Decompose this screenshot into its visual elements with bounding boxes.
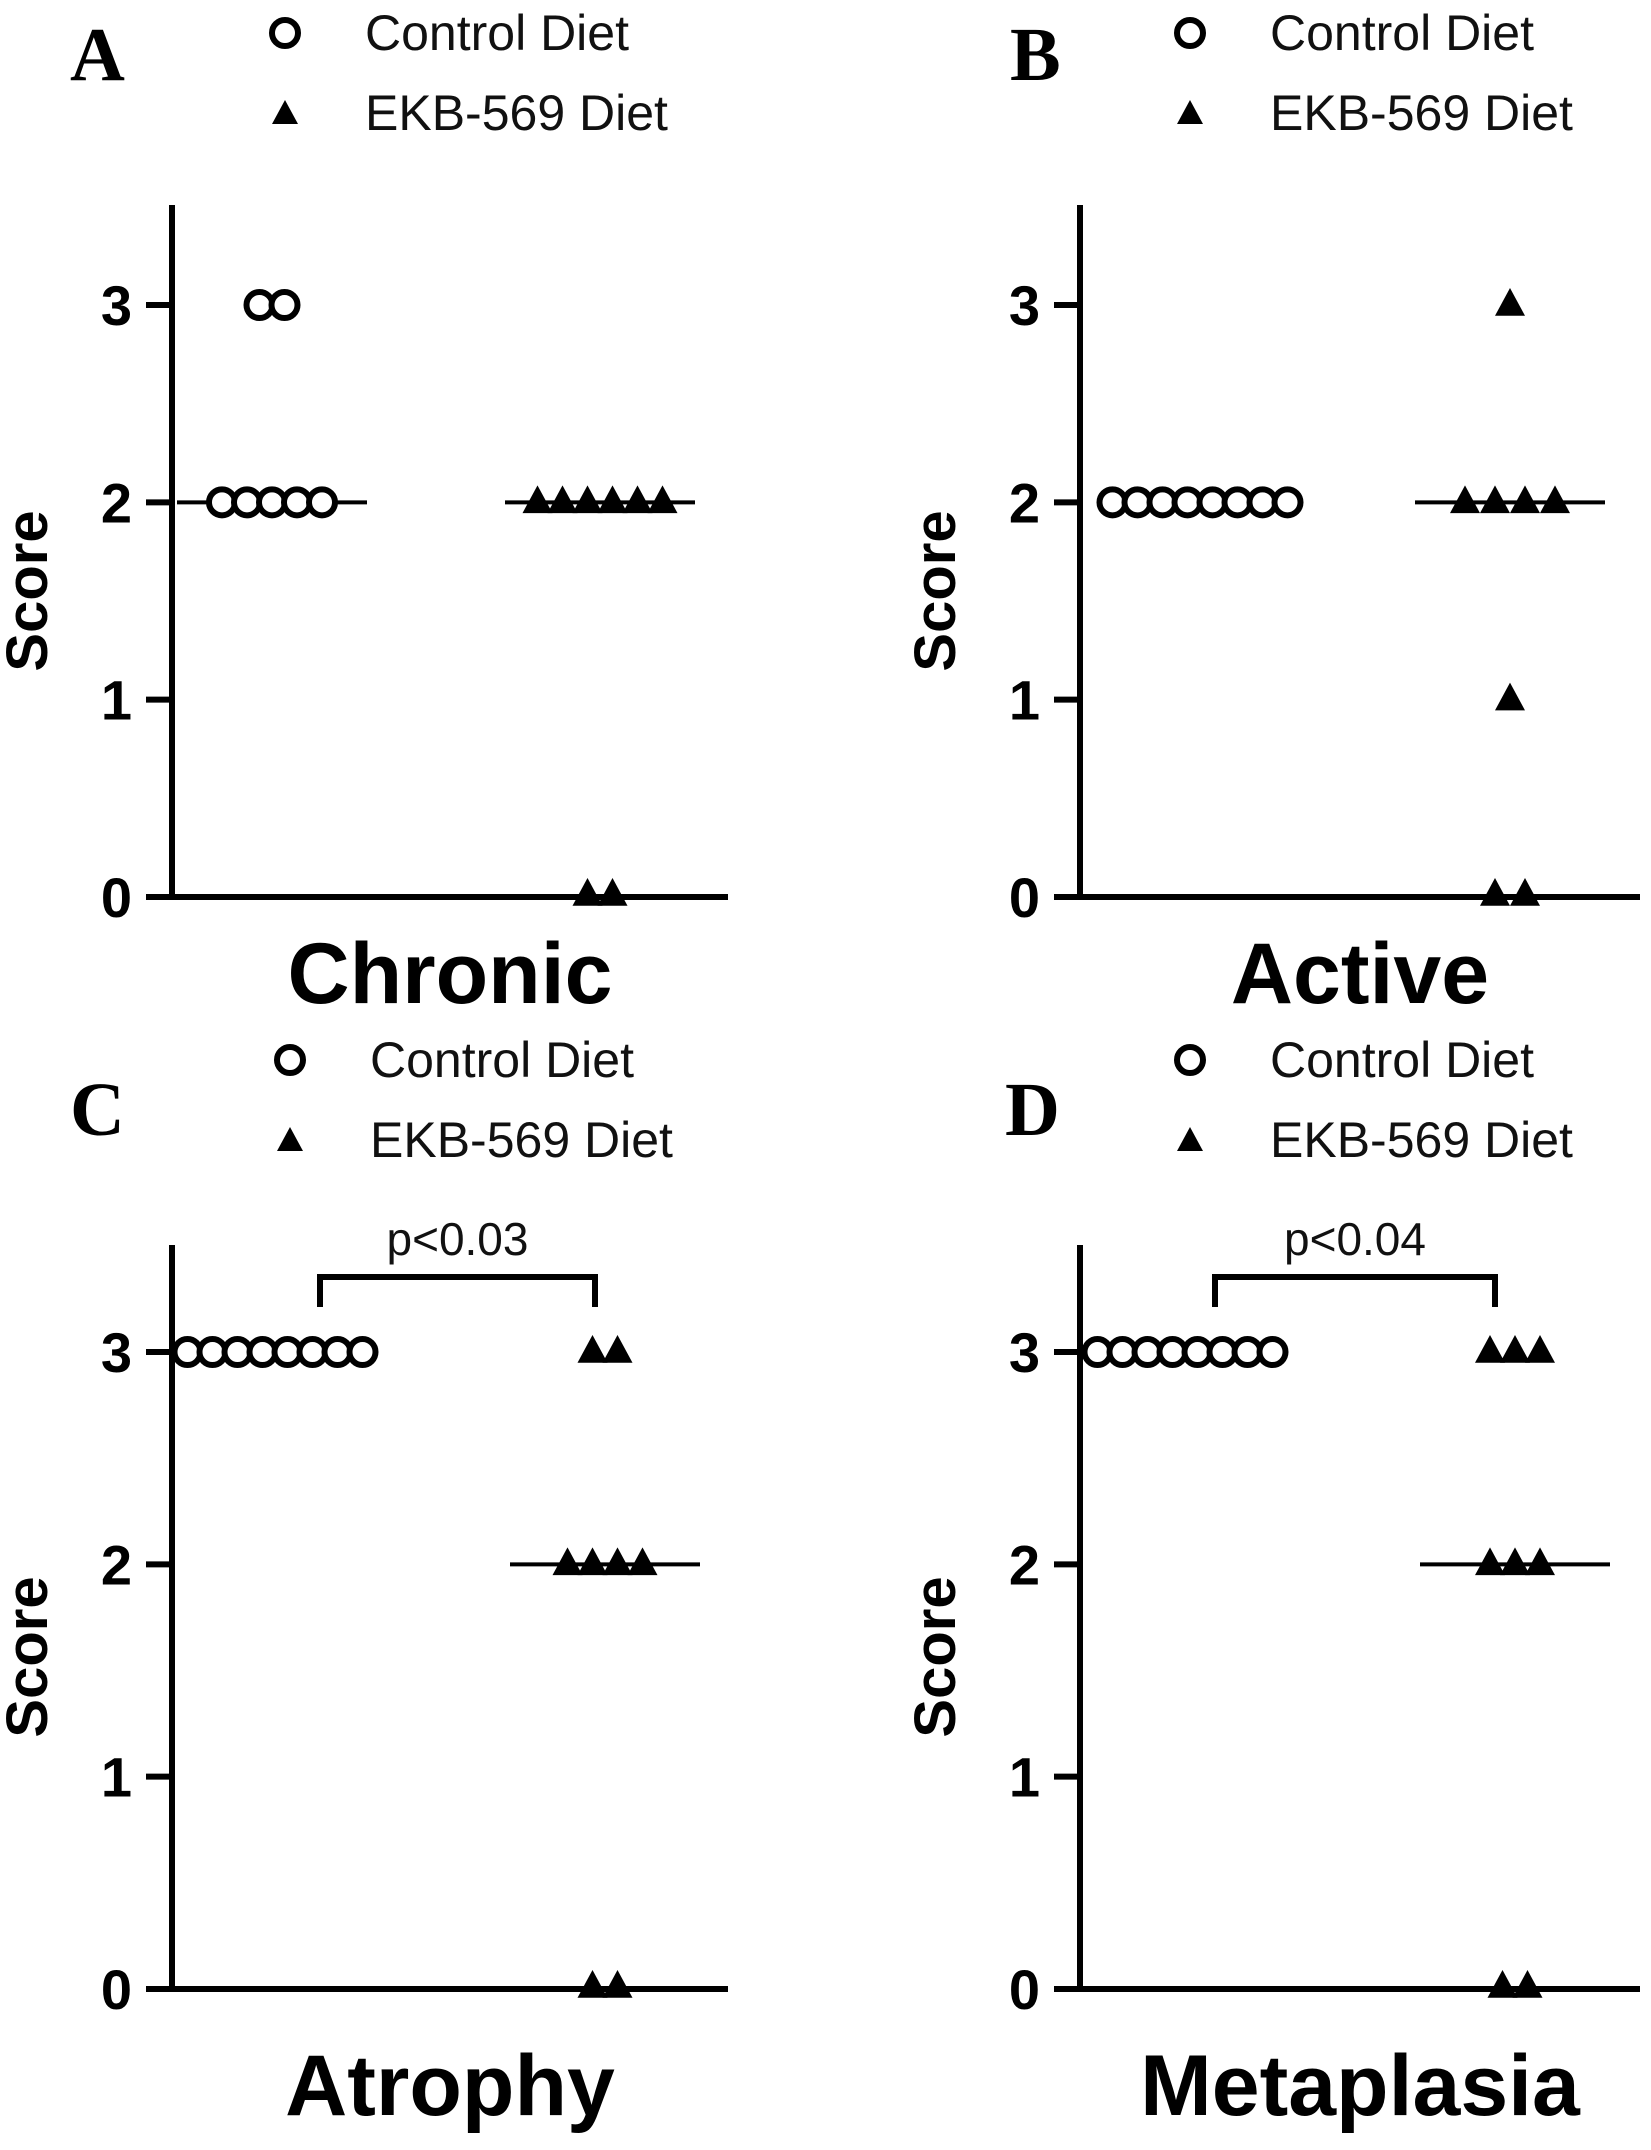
- y-axis-label: Score: [0, 510, 60, 671]
- point-control: [306, 486, 338, 519]
- legend-label-ekb: EKB-569 Diet: [1270, 85, 1573, 141]
- x-axis-label: Active: [1231, 926, 1489, 1022]
- legend-label-control: Control Diet: [370, 1032, 634, 1088]
- legend: Control Diet EKB-569 Diet: [1174, 1032, 1573, 1168]
- legend-triangle-marker: [1177, 1127, 1203, 1152]
- point-ekb: [1540, 485, 1570, 514]
- point-ekb: [1480, 485, 1510, 514]
- x-axis-label: Chronic: [288, 926, 613, 1022]
- y-tick-label: 1: [1009, 1746, 1040, 1809]
- y-tick-label: 3: [101, 274, 132, 337]
- point-ekb: [1512, 1970, 1543, 1998]
- panel-letter: D: [1005, 1068, 1060, 1152]
- legend: Control Diet EKB-569 Diet: [269, 5, 668, 141]
- point-ekb: [1525, 1547, 1555, 1576]
- legend-circle-marker: [269, 17, 301, 49]
- point-ekb: [1480, 878, 1510, 906]
- significance-bracket: [1212, 1274, 1498, 1307]
- panel-letter: B: [1010, 13, 1061, 97]
- point-control: [346, 1336, 379, 1368]
- point-ekb: [1525, 1335, 1555, 1363]
- panel-letter: A: [70, 13, 125, 97]
- point-ekb: [572, 485, 603, 514]
- point-ekb: [597, 878, 628, 906]
- panel-d: D Control Diet EKB-569 Diet 0 1 2 3 Score Metapl…: [903, 1032, 1640, 2134]
- p-value-label: p<0.04: [1284, 1213, 1426, 1265]
- point-ekb: [602, 1547, 633, 1576]
- legend-triangle-marker: [272, 100, 298, 125]
- y-tick-label: 1: [101, 1746, 132, 1809]
- legend-label-ekb: EKB-569 Diet: [365, 85, 668, 141]
- y-tick-label: 0: [1009, 1958, 1040, 2021]
- point-ekb: [1495, 682, 1525, 711]
- point-ekb: [622, 485, 653, 514]
- point-ekb: [602, 1335, 633, 1363]
- legend-circle-marker: [1174, 1044, 1206, 1076]
- y-tick-label: 0: [101, 866, 132, 929]
- y-tick-label: 0: [101, 1958, 132, 2021]
- point-ekb: [552, 1547, 583, 1576]
- point-ekb: [602, 1970, 633, 1998]
- point-ekb: [572, 878, 603, 906]
- point-ekb: [1510, 485, 1540, 514]
- legend-label-control: Control Diet: [1270, 1032, 1534, 1088]
- point-ekb: [547, 485, 578, 514]
- point-ekb: [577, 1547, 608, 1576]
- point-control: [268, 289, 301, 321]
- point-control: [1256, 1336, 1289, 1368]
- legend: Control Diet EKB-569 Diet: [1174, 5, 1573, 141]
- y-tick-label: 1: [101, 669, 132, 732]
- panel-a: A Control Diet EKB-569 Diet 0 1 2 3 Score Chroni…: [0, 5, 728, 1022]
- y-tick-label: 3: [101, 1321, 132, 1384]
- x-axis-label: Metaplasia: [1140, 2038, 1581, 2134]
- legend-circle-marker: [274, 1044, 306, 1076]
- point-ekb: [1487, 1970, 1518, 1998]
- point-ekb: [577, 1335, 608, 1363]
- legend-label-ekb: EKB-569 Diet: [370, 1112, 673, 1168]
- panel-c: C Control Diet EKB-569 Diet 0 1 2 3 Score Atroph…: [0, 1032, 728, 2134]
- point-ekb: [1500, 1335, 1530, 1363]
- point-ekb: [597, 485, 628, 514]
- y-tick-label: 2: [101, 471, 132, 534]
- p-value-label: p<0.03: [387, 1213, 529, 1265]
- y-axis-label: Score: [903, 510, 968, 671]
- y-tick-label: 3: [1009, 274, 1040, 337]
- point-ekb: [627, 1547, 658, 1576]
- x-axis-label: Atrophy: [285, 2038, 615, 2134]
- point-ekb: [1450, 485, 1480, 514]
- y-axis-label: Score: [903, 1576, 968, 1737]
- legend-triangle-marker: [277, 1127, 303, 1152]
- legend: Control Diet EKB-569 Diet: [274, 1032, 673, 1168]
- y-axis-label: Score: [0, 1576, 60, 1737]
- y-tick-label: 2: [101, 1533, 132, 1596]
- significance-bracket: [317, 1274, 598, 1307]
- y-tick-label: 0: [1009, 866, 1040, 929]
- point-ekb: [1500, 1547, 1530, 1576]
- point-ekb: [1495, 288, 1525, 316]
- point-control: [1271, 486, 1304, 519]
- panel-letter: C: [70, 1068, 125, 1152]
- y-tick-label: 2: [1009, 471, 1040, 534]
- point-ekb: [577, 1970, 608, 1998]
- legend-circle-marker: [1174, 17, 1206, 49]
- point-ekb: [647, 485, 678, 514]
- point-ekb: [1475, 1547, 1505, 1576]
- legend-triangle-marker: [1177, 100, 1203, 125]
- point-ekb: [522, 485, 553, 514]
- y-tick-label: 3: [1009, 1321, 1040, 1384]
- point-ekb: [1510, 878, 1540, 906]
- panel-b: B Control Diet EKB-569 Diet 0 1 2 3 Score Active: [903, 5, 1640, 1022]
- y-tick-label: 1: [1009, 669, 1040, 732]
- y-tick-label: 2: [1009, 1533, 1040, 1596]
- legend-label-control: Control Diet: [365, 5, 629, 61]
- legend-label-ekb: EKB-569 Diet: [1270, 1112, 1573, 1168]
- point-ekb: [1475, 1335, 1505, 1363]
- legend-label-control: Control Diet: [1270, 5, 1534, 61]
